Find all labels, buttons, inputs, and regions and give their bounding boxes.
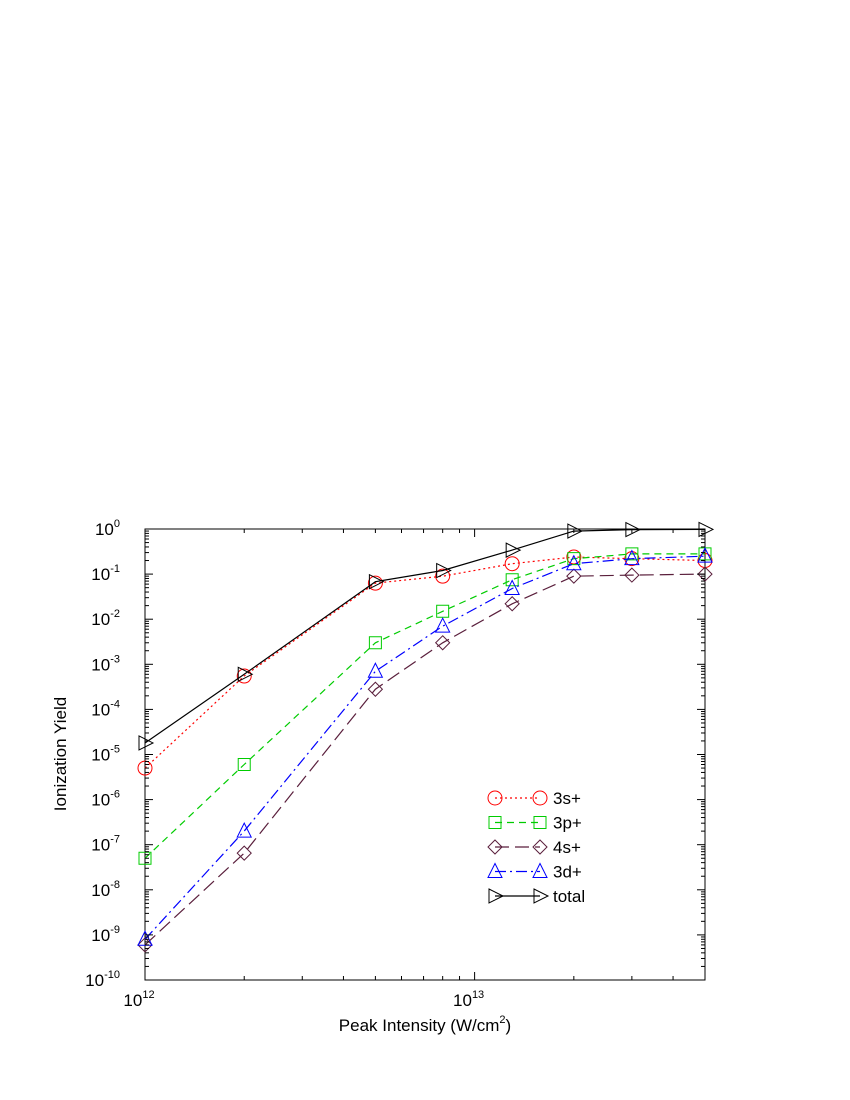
y-tick-label: 10-7 <box>91 834 120 855</box>
legend-marker <box>533 816 547 829</box>
y-axis-label: Ionization Yield <box>51 697 70 811</box>
legend-entry: 3s+ <box>487 789 581 808</box>
plot-area <box>144 528 706 981</box>
legend-marker <box>487 862 503 878</box>
series-line <box>144 573 706 946</box>
legend-marker <box>533 888 550 904</box>
data-point <box>436 562 452 579</box>
series-line <box>144 556 706 769</box>
data-point <box>566 568 582 584</box>
y-tick-label: 10-2 <box>91 608 120 629</box>
data-point <box>567 523 583 539</box>
series-3s+ <box>137 549 713 776</box>
data-point <box>436 604 450 618</box>
y-tick-label: 100 <box>95 518 120 539</box>
data-point <box>566 549 582 565</box>
data-point <box>367 681 384 697</box>
data-point <box>567 552 581 566</box>
x-axis-label-tail: ) <box>506 1016 512 1035</box>
data-point <box>435 568 451 584</box>
legend-label: total <box>553 887 585 906</box>
data-point <box>434 617 451 633</box>
y-tick-label: 10-6 <box>91 789 120 810</box>
data-point <box>368 573 385 590</box>
x-axis-label-main: Peak Intensity (W/cm <box>339 1016 500 1035</box>
x-tick-label: 1013 <box>453 989 484 1010</box>
y-tick-label: 10-9 <box>91 924 120 945</box>
data-point <box>504 579 520 595</box>
legend: 3s+ 3p+ 4s+ 3d+ total <box>487 789 585 906</box>
legend-marker <box>488 888 505 904</box>
data-point <box>697 547 713 563</box>
y-tick-label: 10-5 <box>91 744 120 765</box>
data-point <box>505 542 522 558</box>
data-point <box>236 845 252 861</box>
legend-marker <box>488 816 502 829</box>
series-line <box>144 528 706 744</box>
data-point <box>625 547 639 561</box>
plot-frame <box>144 528 706 981</box>
data-point <box>237 758 251 772</box>
data-point <box>368 636 382 650</box>
legend-entry: total <box>488 887 585 906</box>
y-tick-label: 10-3 <box>91 653 120 674</box>
legend-marker <box>487 790 503 806</box>
y-tick-label: 10-8 <box>91 879 120 900</box>
legend-marker <box>532 862 548 878</box>
data-point <box>624 567 640 583</box>
legend-marker <box>487 839 503 855</box>
axis-layer: 100 10-1 10-2 10-3 10-4 10-5 10-6 10-7 10-8 10-9 1… <box>85 518 705 1010</box>
data-point <box>236 668 252 684</box>
legend-label: 3p+ <box>553 814 582 833</box>
data-point <box>367 662 384 678</box>
data-point <box>138 851 152 865</box>
legend-marker <box>532 839 548 855</box>
series-3p+ <box>138 547 712 865</box>
legend-entry: 4s+ <box>487 838 581 857</box>
data-point <box>236 822 253 838</box>
data-point <box>566 554 582 571</box>
legend-entry: 3p+ <box>488 814 582 833</box>
y-tick-label: 10-4 <box>91 698 120 719</box>
data-point <box>367 575 383 591</box>
data-point <box>434 635 451 651</box>
series-4s+ <box>137 566 713 953</box>
data-point <box>624 549 640 566</box>
y-tick-label: 10-1 <box>91 563 120 584</box>
data-point <box>625 521 641 538</box>
data-point <box>138 735 155 751</box>
legend-marker <box>532 790 548 806</box>
series-layer <box>137 521 715 953</box>
x-tick-label: 1012 <box>123 989 154 1010</box>
series-line <box>144 555 706 940</box>
series-line <box>144 553 705 859</box>
x-axis-label-sup: 2 <box>499 1014 505 1026</box>
legend-label: 3d+ <box>553 863 582 882</box>
series-total <box>138 521 715 751</box>
data-point <box>504 596 520 612</box>
legend-label: 4s+ <box>553 838 581 857</box>
data-point <box>504 556 520 572</box>
legend-entry: 3d+ <box>487 862 582 882</box>
y-tick-label: 10-10 <box>85 969 120 990</box>
legend-label: 3s+ <box>553 789 581 808</box>
series-3d+ <box>137 547 713 946</box>
data-point <box>137 937 153 953</box>
x-axis-label: Peak Intensity (W/cm2) <box>339 1014 511 1035</box>
data-point <box>237 666 254 683</box>
